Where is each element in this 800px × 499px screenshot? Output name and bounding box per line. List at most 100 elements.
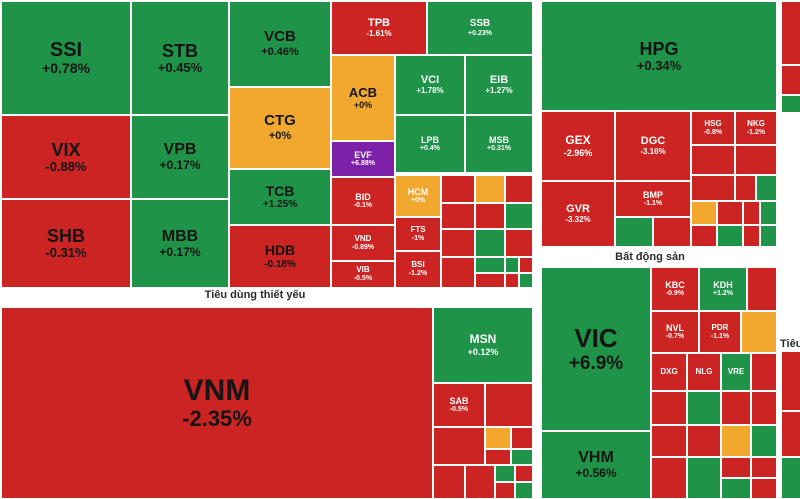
cell-VPB[interactable]: VPB +0.17% bbox=[132, 116, 228, 198]
cell-tile[interactable] bbox=[654, 218, 690, 246]
cell-tile[interactable] bbox=[752, 392, 776, 424]
cell-tile[interactable] bbox=[752, 426, 776, 456]
cell-NLG[interactable]: NLG bbox=[688, 354, 720, 390]
cell-VIB[interactable]: VIB -0.5% bbox=[332, 262, 394, 287]
cell-tile[interactable] bbox=[652, 458, 686, 498]
cell-DGC[interactable]: DGC -3.16% bbox=[616, 112, 690, 180]
cell-LPB[interactable]: LPB +0.4% bbox=[396, 116, 464, 172]
cell-STB[interactable]: STB +0.45% bbox=[132, 2, 228, 114]
cell-MSN[interactable]: MSN +0.12% bbox=[434, 308, 532, 382]
cell-tile[interactable] bbox=[688, 426, 720, 456]
cell-tile[interactable] bbox=[520, 274, 532, 287]
cell-tile[interactable] bbox=[516, 483, 532, 498]
cell-tile[interactable] bbox=[476, 204, 504, 228]
cell-MBB[interactable]: MBB +0.17% bbox=[132, 200, 228, 287]
cell-VHM[interactable]: VHM +0.56% bbox=[542, 432, 650, 498]
cell-BSI[interactable]: BSI -1.2% bbox=[396, 252, 440, 287]
cell-tile[interactable] bbox=[520, 258, 532, 272]
cell-MSB[interactable]: MSB +0.31% bbox=[466, 116, 532, 172]
cell-tile[interactable] bbox=[692, 226, 716, 246]
cell-tile[interactable] bbox=[718, 202, 742, 224]
cell-tile[interactable] bbox=[782, 2, 800, 64]
cell-tile[interactable] bbox=[761, 202, 776, 224]
cell-HPG[interactable]: HPG +0.34% bbox=[542, 2, 776, 110]
cell-TCB[interactable]: TCB +1.25% bbox=[230, 170, 330, 224]
cell-tile[interactable] bbox=[692, 202, 716, 224]
cell-VND[interactable]: VND -0.89% bbox=[332, 226, 394, 260]
cell-VIX[interactable]: VIX -0.88% bbox=[2, 116, 130, 198]
cell-tile[interactable] bbox=[486, 428, 510, 448]
cell-SSB[interactable]: SSB +0.23% bbox=[428, 2, 532, 54]
cell-tile[interactable] bbox=[782, 352, 800, 410]
cell-PDR[interactable]: PDR -1.1% bbox=[700, 312, 740, 352]
cell-tile[interactable] bbox=[486, 384, 532, 426]
cell-tile[interactable] bbox=[616, 218, 652, 246]
cell-tile[interactable] bbox=[476, 176, 504, 202]
cell-tile[interactable] bbox=[688, 392, 720, 424]
cell-tile[interactable] bbox=[692, 146, 734, 174]
cell-NVL[interactable]: NVL -0.7% bbox=[652, 312, 698, 352]
cell-tile[interactable] bbox=[782, 96, 800, 112]
cell-tile[interactable] bbox=[761, 226, 776, 246]
cell-HCM[interactable]: HCM +0% bbox=[396, 176, 440, 216]
cell-DXG[interactable]: DXG bbox=[652, 354, 686, 390]
cell-BMP[interactable]: BMP -1.1% bbox=[616, 182, 690, 216]
cell-tile[interactable] bbox=[442, 176, 474, 202]
cell-FTS[interactable]: FTS -1% bbox=[396, 218, 440, 250]
cell-tile[interactable] bbox=[688, 458, 720, 498]
cell-tile[interactable] bbox=[752, 479, 776, 498]
cell-tile[interactable] bbox=[442, 258, 474, 287]
cell-tile[interactable] bbox=[512, 428, 532, 448]
cell-tile[interactable] bbox=[516, 466, 532, 481]
cell-SAB[interactable]: SAB -0.5% bbox=[434, 384, 484, 426]
cell-tile[interactable] bbox=[476, 230, 504, 256]
cell-SSI[interactable]: SSI +0.78% bbox=[2, 2, 130, 114]
cell-EIB[interactable]: EIB +1.27% bbox=[466, 56, 532, 114]
cell-tile[interactable] bbox=[466, 466, 494, 498]
cell-tile[interactable] bbox=[434, 428, 484, 464]
cell-tile[interactable] bbox=[722, 458, 750, 477]
cell-GVR[interactable]: GVR -3.32% bbox=[542, 182, 614, 246]
cell-tile[interactable] bbox=[434, 466, 464, 498]
cell-BID[interactable]: BID -0.1% bbox=[332, 178, 394, 224]
cell-tile[interactable] bbox=[752, 458, 776, 477]
cell-tile[interactable] bbox=[496, 483, 514, 498]
cell-tile[interactable] bbox=[496, 466, 514, 481]
cell-TPB[interactable]: TPB -1.61% bbox=[332, 2, 426, 54]
cell-tile[interactable] bbox=[752, 354, 776, 390]
cell-SHB[interactable]: SHB -0.31% bbox=[2, 200, 130, 287]
cell-EVF[interactable]: EVF +6.88% bbox=[332, 142, 394, 176]
cell-tile[interactable] bbox=[757, 176, 776, 200]
cell-NKG[interactable]: NKG -1.2% bbox=[736, 112, 776, 144]
cell-KBC[interactable]: KBC -0.9% bbox=[652, 268, 698, 310]
cell-ACB[interactable]: ACB +0% bbox=[332, 56, 394, 140]
cell-VRE[interactable]: VRE bbox=[722, 354, 750, 390]
cell-tile[interactable] bbox=[652, 392, 686, 424]
cell-tile[interactable] bbox=[718, 226, 742, 246]
cell-tile[interactable] bbox=[476, 274, 504, 287]
cell-tile[interactable] bbox=[506, 204, 532, 228]
cell-tile[interactable] bbox=[476, 258, 504, 272]
cell-VCI[interactable]: VCI +1.78% bbox=[396, 56, 464, 114]
cell-tile[interactable] bbox=[722, 426, 750, 456]
cell-tile[interactable] bbox=[782, 458, 800, 498]
cell-tile[interactable] bbox=[506, 274, 518, 287]
cell-tile[interactable] bbox=[506, 258, 518, 272]
cell-tile[interactable] bbox=[512, 450, 532, 464]
cell-tile[interactable] bbox=[442, 230, 474, 256]
cell-tile[interactable] bbox=[506, 176, 532, 202]
cell-CTG[interactable]: CTG +0% bbox=[230, 88, 330, 168]
cell-tile[interactable] bbox=[744, 202, 759, 224]
cell-tile[interactable] bbox=[744, 226, 759, 246]
cell-GEX[interactable]: GEX -2.96% bbox=[542, 112, 614, 180]
cell-tile[interactable] bbox=[782, 66, 800, 94]
cell-tile[interactable] bbox=[442, 204, 474, 228]
cell-HSG[interactable]: HSG -0.8% bbox=[692, 112, 734, 144]
cell-tile[interactable] bbox=[736, 146, 776, 174]
cell-tile[interactable] bbox=[748, 268, 776, 310]
cell-VCB[interactable]: VCB +0.46% bbox=[230, 2, 330, 86]
cell-tile[interactable] bbox=[486, 450, 510, 464]
cell-tile[interactable] bbox=[692, 176, 734, 200]
cell-tile[interactable] bbox=[736, 176, 755, 200]
cell-tile[interactable] bbox=[722, 479, 750, 498]
